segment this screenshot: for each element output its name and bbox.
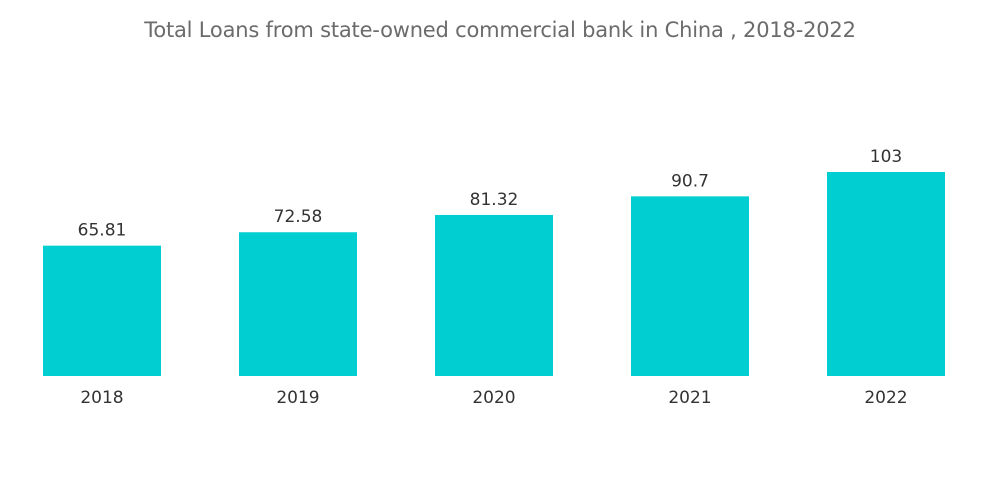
value-label-2018: 65.81 (78, 221, 127, 241)
x-tick-label-2022: 2022 (864, 388, 907, 408)
value-label-2022: 103 (870, 147, 902, 167)
bars-layer (43, 172, 945, 376)
x-tick-label-2021: 2021 (668, 388, 711, 408)
x-tick-label-2019: 2019 (276, 388, 319, 408)
value-labels-layer: 65.81 72.58 81.32 90.7 103 (78, 147, 903, 241)
value-label-2021: 90.7 (671, 171, 709, 191)
chart-title: Total Loans from state-owned commercial … (144, 18, 856, 42)
x-tick-label-2020: 2020 (472, 388, 515, 408)
x-axis-tick-labels: 2018 2019 2020 2021 2022 (80, 388, 907, 408)
value-label-2019: 72.58 (274, 207, 323, 227)
bar-2022 (827, 172, 945, 376)
x-tick-label-2018: 2018 (80, 388, 123, 408)
bar-2021 (631, 196, 749, 376)
bar-2019 (239, 232, 357, 376)
value-label-2020: 81.32 (470, 190, 519, 210)
bar-2018 (43, 245, 161, 376)
bar-2020 (435, 214, 553, 376)
